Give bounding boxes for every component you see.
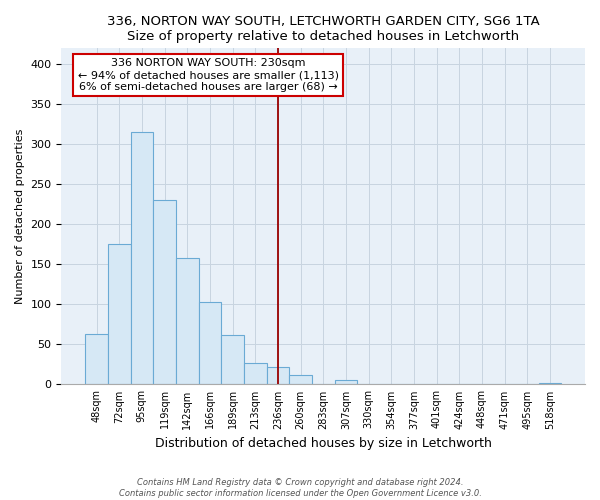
Bar (289, 375, 312, 384)
Bar (221, 335, 244, 384)
Bar (85, 334, 108, 384)
Y-axis label: Number of detached properties: Number of detached properties (15, 128, 25, 304)
Bar (176, 258, 199, 384)
Bar (199, 302, 221, 384)
Bar (335, 380, 357, 384)
Bar (539, 383, 561, 384)
Bar (108, 244, 131, 384)
Bar (244, 363, 266, 384)
Title: 336, NORTON WAY SOUTH, LETCHWORTH GARDEN CITY, SG6 1TA
Size of property relative: 336, NORTON WAY SOUTH, LETCHWORTH GARDEN… (107, 15, 539, 43)
Bar (131, 132, 153, 384)
Bar (266, 367, 289, 384)
X-axis label: Distribution of detached houses by size in Letchworth: Distribution of detached houses by size … (155, 437, 491, 450)
Text: 336 NORTON WAY SOUTH: 230sqm
← 94% of detached houses are smaller (1,113)
6% of : 336 NORTON WAY SOUTH: 230sqm ← 94% of de… (77, 58, 338, 92)
Text: Contains HM Land Registry data © Crown copyright and database right 2024.
Contai: Contains HM Land Registry data © Crown c… (119, 478, 481, 498)
Bar (153, 200, 176, 384)
